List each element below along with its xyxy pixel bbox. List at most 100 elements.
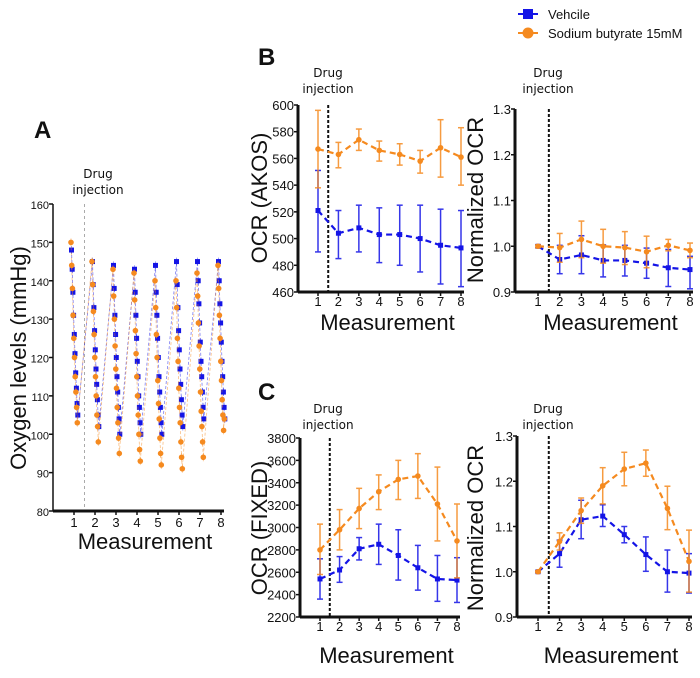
data-point [195, 278, 201, 284]
data-point [221, 404, 227, 410]
x-tick-label: 3 [355, 294, 362, 309]
data-point [74, 419, 81, 426]
data-point [643, 248, 650, 255]
data-point [219, 396, 225, 403]
data-point [132, 266, 137, 272]
data-point [179, 465, 186, 472]
data-point [221, 416, 228, 422]
y-tick-label: 1.3 [495, 429, 513, 444]
panel-label: B [258, 44, 275, 71]
series-sodium-butyrate [535, 449, 692, 593]
panel-b-normalized-ocr: Drug injection 0.9 1.0 1.1 1.2 1.3 1 2 3 4 5 6 7 8 Meas… [463, 66, 694, 335]
y-tick-label: 1.1 [493, 194, 511, 209]
series-line [70, 242, 225, 469]
data-point [458, 245, 464, 251]
data-point [337, 567, 343, 573]
y-tick-label: 560 [272, 151, 294, 166]
x-tick-label: 1 [534, 619, 541, 634]
data-point [134, 335, 140, 341]
series-vehicle [535, 499, 692, 594]
data-point [643, 552, 649, 558]
data-point [94, 397, 100, 403]
data-point [93, 366, 99, 372]
data-point [135, 412, 141, 418]
y-axis-label: Oxygen levels (mmHg) [6, 246, 31, 470]
data-point [91, 331, 97, 338]
data-point [173, 304, 180, 311]
data-point [199, 374, 205, 380]
data-point [315, 208, 321, 214]
y-tick-label: 3800 [267, 431, 296, 446]
panel-c-normalized-ocr: Drug injection 0.9 1.0 1.1 1.2 1.3 1 2 3 4 5 6 7 8 Meas… [463, 402, 693, 668]
data-point [415, 565, 421, 571]
drug-injection-label-line1: Drug [533, 66, 562, 80]
data-point [113, 355, 119, 360]
x-tick-label: 2 [336, 619, 343, 634]
y-tick-label: 480 [272, 258, 294, 273]
legend-marker-vehicle [523, 9, 533, 19]
data-point [195, 259, 200, 265]
data-point [315, 146, 321, 152]
data-point [70, 289, 76, 295]
x-axis-label: Measurement [78, 529, 213, 554]
data-point [687, 267, 693, 273]
data-point [194, 293, 201, 299]
x-tick-label: 4 [375, 619, 382, 634]
y-tick-label: 1.1 [495, 520, 513, 535]
data-point [376, 232, 382, 238]
data-point [154, 312, 160, 318]
data-point [174, 259, 179, 265]
drug-injection-label-line2: injection [522, 418, 573, 432]
y-axis-label: OCR (FIXED) [247, 461, 272, 595]
data-point [454, 538, 460, 544]
data-point [356, 546, 362, 552]
x-tick-label: 3 [578, 619, 585, 634]
data-point [114, 374, 120, 380]
x-tick-label: 1 [70, 515, 77, 530]
y-axis-label: Normalized OCR [463, 117, 488, 283]
data-point [578, 507, 584, 514]
x-tick-label: 6 [417, 294, 424, 309]
data-point [220, 427, 227, 434]
data-point [155, 335, 161, 341]
data-point [158, 462, 165, 468]
data-point [217, 301, 223, 307]
data-point [112, 343, 118, 349]
data-point [159, 431, 165, 437]
data-point [216, 312, 223, 319]
x-tick-label: 8 [457, 294, 464, 309]
data-point [136, 431, 142, 438]
data-point [152, 277, 158, 284]
x-tick-label: 3 [578, 294, 585, 309]
data-point [116, 416, 122, 422]
data-point [117, 431, 123, 437]
y-tick-label: 1.0 [495, 565, 513, 580]
x-tick-label: 6 [642, 619, 649, 634]
data-point [317, 576, 323, 582]
data-point [136, 446, 143, 453]
data-point [157, 404, 163, 410]
legend-label-vehicle: Vehcile [548, 7, 590, 22]
x-tick-label: 6 [414, 619, 421, 634]
data-point [134, 373, 140, 380]
data-point [178, 439, 184, 445]
y-tick-label: 160 [31, 200, 49, 212]
y-tick-label: 2800 [267, 543, 296, 558]
series-line [537, 461, 691, 573]
data-point [157, 389, 163, 395]
x-tick-label: 5 [621, 619, 628, 634]
data-point [622, 244, 628, 251]
data-point [131, 270, 137, 276]
data-point [133, 312, 139, 318]
x-tick-label: 2 [556, 294, 563, 309]
y-tick-label: 1.2 [495, 474, 513, 489]
y-tick-label: 1.3 [493, 102, 511, 117]
legend-label-sodium-butyrate: Sodium butyrate 15mM [548, 26, 682, 41]
data-point [111, 316, 118, 322]
data-point [218, 358, 224, 365]
data-point [95, 439, 102, 445]
data-point [180, 424, 186, 430]
data-point [535, 243, 541, 250]
data-point [113, 385, 120, 392]
y-tick-label: 80 [37, 507, 49, 519]
